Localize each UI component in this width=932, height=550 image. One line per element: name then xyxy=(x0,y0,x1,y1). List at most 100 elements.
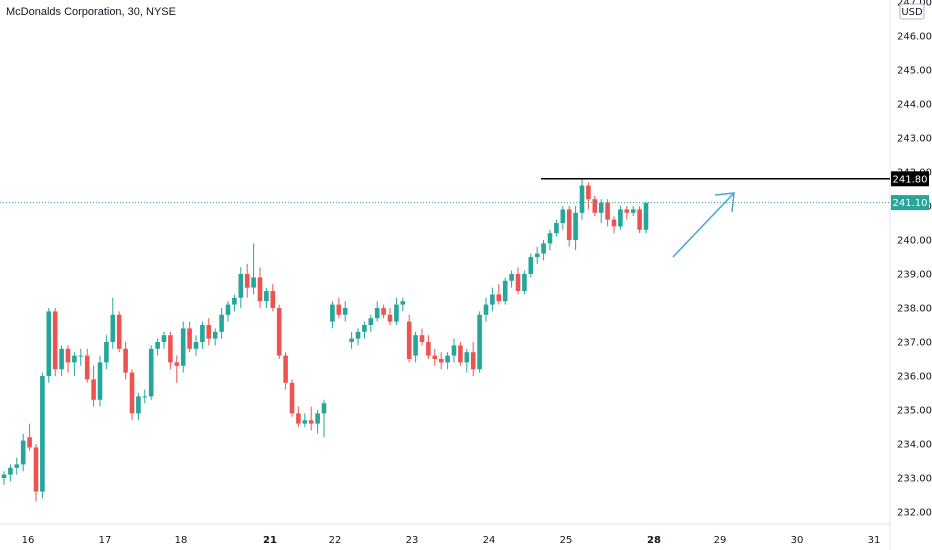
candle-body xyxy=(534,253,540,257)
candle-body xyxy=(630,209,636,213)
candle-body xyxy=(129,372,135,414)
candle-body xyxy=(46,311,52,376)
candle xyxy=(289,379,295,417)
price-axis[interactable]: 232.00 233.00 234.00 235.00 236.00 237.00 238.… xyxy=(891,0,932,519)
candle xyxy=(225,301,231,322)
candle xyxy=(91,365,96,407)
candle-body xyxy=(330,304,335,322)
candle-body xyxy=(624,209,630,213)
candle-body xyxy=(283,355,288,383)
trend-arrow[interactable] xyxy=(672,193,734,258)
candle xyxy=(59,345,64,376)
candle-body xyxy=(541,243,546,254)
candle-body xyxy=(406,321,412,359)
candle-body xyxy=(394,304,399,322)
candle xyxy=(78,348,84,366)
candle-body xyxy=(458,345,463,363)
candle xyxy=(14,457,20,475)
candle-body xyxy=(264,291,269,302)
price-tick-label: 243.00 xyxy=(897,134,932,145)
candle-body xyxy=(566,209,572,240)
candle xyxy=(212,328,218,346)
candle xyxy=(174,355,180,383)
price-tick-label: 237.00 xyxy=(897,338,932,349)
candle xyxy=(116,311,122,353)
candle-body xyxy=(419,335,425,342)
candle-body xyxy=(289,382,295,414)
candle xyxy=(406,314,412,363)
candle xyxy=(381,304,386,319)
candle xyxy=(515,267,521,295)
candle-body xyxy=(483,304,489,315)
candle-body xyxy=(136,396,141,414)
candle-body xyxy=(148,348,154,397)
currency-badge[interactable]: USD xyxy=(899,3,925,20)
chart-title: McDonalds Corporation, 30, NYSE xyxy=(6,6,176,18)
candle-body xyxy=(219,314,224,332)
candle-body xyxy=(515,274,521,291)
candle-body xyxy=(342,308,348,315)
candle xyxy=(270,284,276,312)
candle xyxy=(554,219,559,237)
candle-body xyxy=(40,376,45,492)
candle xyxy=(308,406,314,431)
candle-body xyxy=(586,185,591,200)
candle xyxy=(541,240,546,261)
candle xyxy=(470,342,476,376)
candle-body xyxy=(522,274,527,291)
candle xyxy=(368,314,374,332)
candle-body xyxy=(368,318,374,325)
candle xyxy=(592,195,598,217)
candle-body xyxy=(238,274,244,298)
time-tick-label: 23 xyxy=(406,535,419,546)
candle xyxy=(264,287,269,308)
candle-body xyxy=(142,396,148,398)
candle xyxy=(8,464,13,482)
candle xyxy=(251,243,256,295)
candle-body xyxy=(451,345,457,356)
candle-body xyxy=(193,342,199,349)
candle-body xyxy=(528,257,534,274)
candle-body xyxy=(27,437,32,448)
candle-body xyxy=(225,304,231,315)
candle xyxy=(374,301,380,322)
candle xyxy=(432,348,438,366)
candle-body xyxy=(200,325,205,342)
candle xyxy=(276,304,282,359)
candle-body xyxy=(187,328,192,349)
candle xyxy=(496,284,502,305)
candle xyxy=(315,410,320,434)
candle xyxy=(509,270,514,288)
candle-body xyxy=(643,202,649,230)
candle-body xyxy=(349,338,354,342)
candle-body xyxy=(251,277,256,288)
candle xyxy=(219,308,224,339)
candle xyxy=(534,246,540,264)
candles xyxy=(1,178,649,502)
candle-body xyxy=(509,274,514,281)
candle-body xyxy=(302,420,308,424)
time-axis[interactable]: 16 17 18 21 22 23 24 25 28 29 30 31 xyxy=(22,535,881,546)
overlays xyxy=(0,178,890,258)
resistance-price-label: 241.80 xyxy=(893,174,928,185)
candle xyxy=(624,206,630,220)
last-price-label: 241.10 xyxy=(893,198,928,209)
candle xyxy=(123,342,128,380)
candle xyxy=(611,216,617,234)
candle xyxy=(547,229,553,251)
candle xyxy=(136,393,141,421)
candle xyxy=(387,308,393,325)
candle xyxy=(20,433,26,472)
candle-body xyxy=(33,447,39,492)
last-price-tag xyxy=(891,195,929,211)
time-tick-label: 25 xyxy=(560,535,573,546)
price-tick-label: 236.00 xyxy=(897,372,932,383)
candle xyxy=(155,338,160,356)
price-tick-label: 238.00 xyxy=(897,304,932,315)
candle-body xyxy=(270,291,276,308)
candle xyxy=(618,206,623,230)
candle-body xyxy=(212,331,218,339)
candle-body xyxy=(14,464,20,468)
time-tick-label: 24 xyxy=(483,535,496,546)
